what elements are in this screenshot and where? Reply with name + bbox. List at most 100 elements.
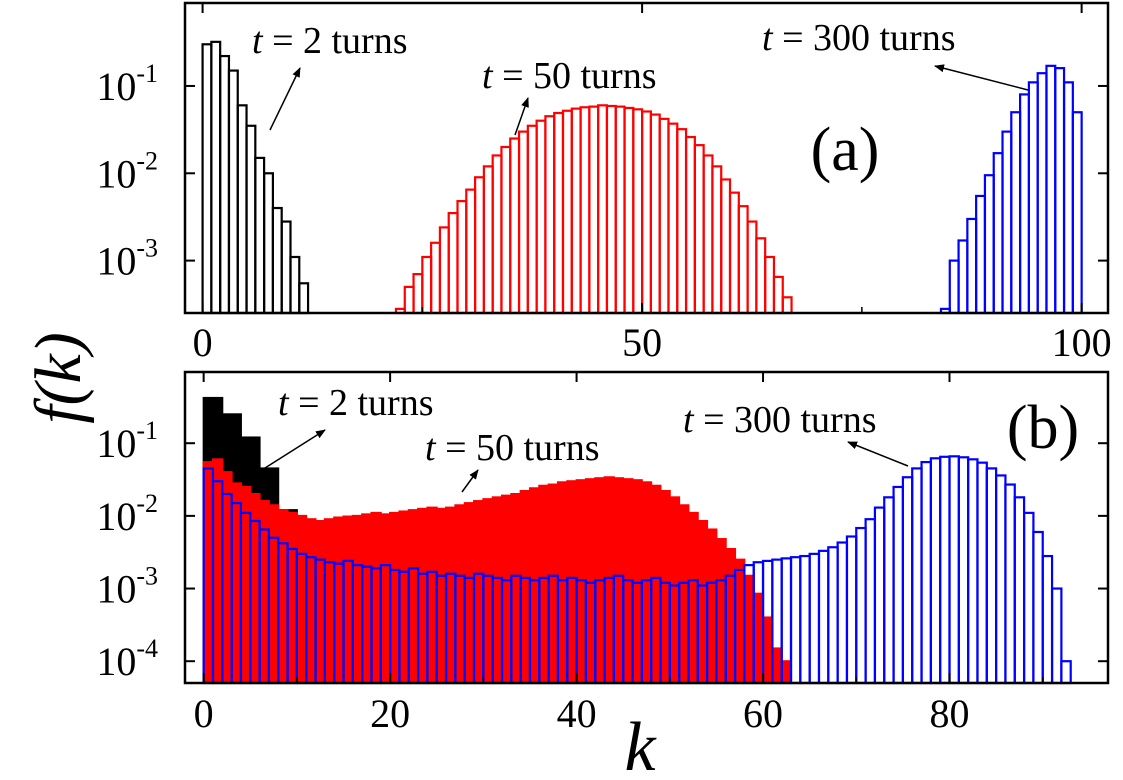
panel-b-x-tick-label: 20 xyxy=(370,691,410,736)
panel-b-series-1-bar xyxy=(528,487,541,684)
panel-a-series-2-bar xyxy=(1027,81,1039,315)
panel-b-series-1-bar xyxy=(696,520,709,684)
panel-b-y-tick-label: 10-1 xyxy=(96,416,158,466)
panel-b-series-2-bar xyxy=(920,460,932,685)
panel-a-series-1-bar xyxy=(764,255,776,315)
panel-b-series-2-bar xyxy=(799,554,811,685)
panel-b-series-2-bar xyxy=(873,506,886,685)
panel-a-series-1-bar xyxy=(720,178,732,315)
panel-b-series-1-bar xyxy=(575,479,587,685)
panel-b-series-1-bar xyxy=(743,574,755,684)
panel-a-series-1-bar xyxy=(632,108,644,315)
panel-b-series-1-bar xyxy=(603,476,615,684)
panel-a-series-2-bar xyxy=(1045,64,1057,315)
panel-b-series-1-bar xyxy=(678,504,690,685)
panel-a-series-1-bar xyxy=(561,109,573,315)
panel-a-series-1-bar xyxy=(640,110,652,315)
panel-b-series-1-bar xyxy=(762,616,774,685)
panel-b-series-1-bar xyxy=(482,498,494,684)
panel-a-series-2-bar xyxy=(1018,93,1030,315)
panel-b-series-2-bar xyxy=(1013,496,1026,685)
panel-b-series-2-bar xyxy=(845,535,858,685)
panel-b-series-1-bar xyxy=(715,538,727,684)
panel-a-series-1-bar xyxy=(482,165,494,315)
panel-a-series-0-bar xyxy=(254,156,266,315)
panel-b-annotation-t50: t = 50 turns xyxy=(425,427,600,469)
panel-a-series-1-bar xyxy=(570,107,582,315)
panel-b-series-1-bar xyxy=(249,493,261,684)
panel-a-y-tick-label: 10-2 xyxy=(96,146,158,196)
panel-b-series-2-bar xyxy=(976,461,988,685)
panel-a-series-1-bar xyxy=(526,124,538,315)
panel-a-series-2-bar xyxy=(1062,81,1074,315)
panel-a-series-1-bar xyxy=(403,285,415,315)
panel-b-series-1-bar xyxy=(500,494,513,684)
panel-b-series-1-bar xyxy=(267,504,280,685)
panel-b-series-1-bar xyxy=(333,516,345,684)
panel-b-series-1-bar xyxy=(295,514,308,684)
panel-b-series-2-bar xyxy=(929,457,942,685)
panel-b-series-1-bar xyxy=(305,518,317,685)
panel-a-series-2-bar xyxy=(992,152,1004,315)
panel-b-series-2-bar xyxy=(1022,511,1035,685)
panel-a-series-1-bar xyxy=(456,200,468,315)
panel-a-series-2-bar xyxy=(948,259,960,315)
panel-b-series-1-bar xyxy=(277,509,289,684)
panel-a-series-0-bar xyxy=(245,124,257,315)
panel-b-series-2-bar xyxy=(817,549,830,685)
panel-b-series-2-bar xyxy=(1041,554,1054,685)
panel-b-series-1-bar xyxy=(351,514,364,684)
panel-b-series-1-bar xyxy=(519,489,531,684)
panel-b-series-1-bar xyxy=(398,510,410,684)
panel-a-series-0-bar xyxy=(219,54,231,315)
panel-b-x-tick-label: 0 xyxy=(194,691,214,736)
panel-b-x-tick-label: 60 xyxy=(743,691,783,736)
panel-b-series-2-bar xyxy=(957,456,970,685)
panel-b-series-1-bar xyxy=(286,511,298,684)
panel-b-series-1-bar xyxy=(659,489,671,684)
panel-a-series-2-bar xyxy=(1071,111,1083,315)
panel-a-series-1-bar xyxy=(658,117,670,315)
panel-b-frame xyxy=(183,370,1110,685)
panel-b-series-1-bar xyxy=(379,513,392,685)
panel-b-series-2-bar xyxy=(948,455,960,685)
panel-a-series-1-bar xyxy=(623,106,635,315)
panel-a-series-1-bar xyxy=(755,237,767,315)
panel-b-series-1-bar xyxy=(752,592,765,684)
panel-a-series-1-bar xyxy=(684,135,696,315)
panel-a-series-2-bar xyxy=(1054,67,1066,315)
panel-a-series-2-bar xyxy=(1036,72,1048,315)
panel-b-series-1-bar xyxy=(640,481,653,684)
panel-b-series-1-bar xyxy=(547,483,559,684)
panel-a-annotation-t50: t = 50 turns xyxy=(482,55,657,97)
panel-a-series-1-bar xyxy=(473,176,485,315)
panel-b-series-1-bar xyxy=(370,511,382,684)
panel-b-series-1-bar xyxy=(566,480,578,685)
panel-b-series-1-bar xyxy=(556,481,569,684)
panel-a-series-1-bar xyxy=(597,104,609,315)
panel-b-series-1-bar xyxy=(631,479,643,685)
panel-a-arrow-t2 xyxy=(269,67,301,131)
panel-a-annotation-t2: t = 2 turns xyxy=(252,20,408,62)
panel-a-series-1-bar xyxy=(421,255,433,315)
panel-b-series-1-bar xyxy=(687,511,699,684)
panel-b-series-2-bar xyxy=(808,552,821,685)
panel-b-series-2-bar xyxy=(985,467,998,685)
panel-b-series-2-bar xyxy=(836,541,849,685)
panel-a-series-1-bar xyxy=(676,128,688,315)
panel-b-series-1-bar xyxy=(407,509,420,684)
panel-a-x-tick-label: 50 xyxy=(622,320,662,365)
panel-b-series-2-bar xyxy=(883,496,895,685)
panel-a-series-0-bar xyxy=(236,104,248,315)
panel-b-tag: (b) xyxy=(1007,394,1079,462)
panel-b-series-1-bar xyxy=(538,484,550,684)
panel-b-series-1-bar xyxy=(435,507,448,684)
panel-b-series-1-bar xyxy=(389,511,401,684)
panel-a-series-1-bar xyxy=(649,113,661,315)
panel-a-series-1-bar xyxy=(544,115,556,315)
panel-b-series-1-bar xyxy=(426,506,438,684)
panel-b-annotation-t300: t = 300 turns xyxy=(683,399,877,441)
panel-a-series-1-bar xyxy=(553,111,565,315)
panel-b-series-1-bar xyxy=(361,513,373,685)
panel-b-series-1-bar xyxy=(584,478,597,685)
